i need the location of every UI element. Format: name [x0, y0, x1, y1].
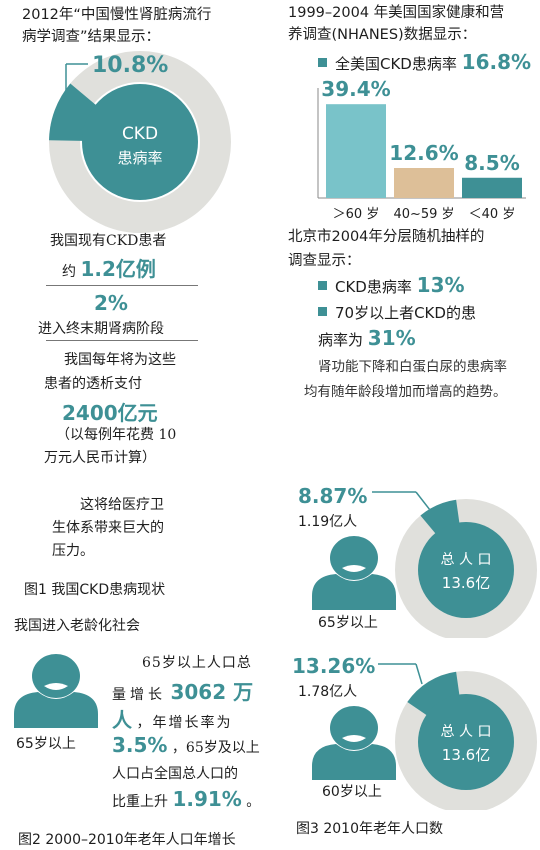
fig1-caption: 图1 我国CKD患病现状 [24, 582, 166, 598]
ckd-donut-chart: 10.8% CKD 患病率 [49, 51, 231, 233]
square-bullet-icon [318, 281, 327, 290]
square-bullet-icon [318, 58, 327, 67]
beijing-bullet1-value: 13% [416, 273, 465, 297]
population-donut-60: 总 人 口 13.6亿 [378, 663, 537, 810]
aging-line3-post: ，年增长率为 [136, 715, 233, 731]
beijing-bullet2-line1: 70岁以上者CKD的患 [335, 304, 476, 322]
donut60-total-value: 13.6亿 [442, 746, 490, 764]
cost-line1: 我国每年将为这些 [64, 352, 176, 368]
aging-line1: 65岁以上人口总 [142, 655, 252, 671]
bar-value-under-40: 8.5% [464, 151, 519, 175]
aging-line6: 比重上升 1.91% 。 [112, 787, 260, 811]
donut60-center [418, 694, 514, 790]
aging-line4-post: ，65岁及以上 [171, 740, 260, 756]
aging-line6-end: 。 [246, 794, 261, 810]
aging-growth-unit: 人 [112, 708, 132, 732]
nhanes-bullet-value: 16.8% [461, 50, 532, 74]
fig2-caption: 图2 2000–2010年老年人口年增长 [18, 832, 236, 848]
donut-center-line2: 患病率 [117, 149, 162, 167]
beijing-bullet2: 70岁以上者CKD的患 [318, 302, 476, 323]
cost-value: 2400亿元 [62, 401, 158, 425]
person-icon [312, 706, 396, 780]
bar-value-40-59: 12.6% [389, 141, 458, 165]
nhanes-bullet: 全美国CKD患病率 16.8% [318, 50, 531, 74]
fig3-label-65: 65岁以上 [318, 615, 378, 631]
patients-prefix: 约 [62, 264, 76, 280]
beijing-note-line2: 均有随年龄段增加而增高的趋势。 [304, 384, 507, 400]
beijing-bullet2-cont: 病率为 31% [318, 326, 416, 350]
aging-line2: 量增长 3062 万 [112, 676, 253, 705]
beijing-heading: 北京市2004年分层随机抽样的 调查显示： [288, 225, 538, 273]
cost-line2: 患者的透析支付 [44, 376, 142, 392]
beijing-bullet2-pre: 病率为 [318, 331, 364, 349]
aging-rate-value: 3.5% [112, 733, 168, 757]
person-icon [312, 536, 396, 610]
beijing-bullet2-value: 31% [367, 326, 416, 350]
fig3-pct-60: 13.26% [292, 654, 376, 678]
population-donut-65: 总 人 口 13.6亿 [372, 491, 537, 638]
aging-heading: 我国进入老龄化社会 [14, 618, 140, 634]
nhanes-heading: 1999–2004 年美国国家健康和营 养调查(NHANES)数据显示： [288, 2, 538, 46]
bar-over-60 [326, 104, 386, 198]
aging-line5: 人口占全国总人口的 [112, 766, 238, 782]
cost-note2: 万元人民币计算） [44, 450, 156, 466]
nhanes-bullet-text: 全美国CKD患病率 [335, 55, 457, 73]
fig1-heading: 2012年“中国慢性肾脏病流行 病学调查”结果显示： [22, 4, 272, 48]
bar-category-over-60: ＞60 岁 [333, 207, 380, 222]
donut65-total-value: 13.6亿 [442, 574, 490, 592]
patients-line2: 约 1.2亿例 [62, 253, 156, 282]
age-bar-chart: 39.4% 12.6% 8.5% ＞60 岁 40~59 岁 ＜40 岁 [317, 78, 526, 222]
nhanes-heading-line2: 养调查(NHANES)数据显示： [288, 27, 477, 43]
beijing-bullet1: CKD患病率 13% [318, 273, 465, 297]
bar-value-over-60: 39.4% [321, 78, 390, 101]
fig1-heading-line1: 2012年“中国慢性肾脏病流行 [22, 7, 212, 23]
fig3-count-65: 1.19亿人 [298, 514, 358, 530]
esrd-text: 进入终末期肾病阶段 [38, 321, 164, 337]
donut-center [82, 84, 198, 200]
bar-40-59 [394, 168, 454, 198]
beijing-bullet1-text: CKD患病率 [335, 278, 412, 296]
donut65-total-label: 总 人 口 [441, 552, 492, 568]
patients-line1: 我国现有CKD患者 [50, 233, 167, 249]
burden-line2: 生体系带来巨大的 [52, 520, 164, 536]
fig3-label-60: 60岁以上 [322, 784, 382, 800]
aging-line2-pre: 量增长 [112, 687, 166, 703]
donut-center-line1: CKD [122, 124, 158, 144]
fig3-count-60: 1.78亿人 [298, 684, 358, 700]
beijing-heading-line2: 调查显示： [288, 253, 361, 269]
donut65-center [418, 522, 514, 618]
patients-value: 1.2亿例 [80, 257, 156, 281]
fig3-caption: 图3 2010年老年人口数 [296, 821, 443, 837]
beijing-note-line1: 肾功能下降和白蛋白尿的患病率 [318, 359, 507, 375]
esrd-value: 2% [94, 291, 128, 315]
divider-1 [46, 285, 198, 286]
aging-line6-pre: 比重上升 [112, 794, 168, 810]
aging-line4: 3.5% ，65岁及以上 [112, 733, 260, 757]
donut60-leader [415, 663, 423, 685]
beijing-heading-line1: 北京市2004年分层随机抽样的 [288, 229, 485, 245]
bar-category-under-40: ＜40 岁 [469, 207, 516, 222]
person-icon [14, 654, 98, 728]
bar-category-40-59: 40~59 岁 [393, 207, 454, 222]
divider-2 [46, 340, 198, 341]
bar-under-40 [462, 177, 522, 198]
aging-share-value: 1.91% [172, 787, 242, 811]
square-bullet-icon [318, 307, 327, 316]
burden-line3: 压力。 [52, 543, 94, 559]
aging-growth-value: 3062 万 [170, 680, 254, 704]
burden-line1: 这将给医疗卫 [80, 497, 164, 513]
fig3-pct-65: 8.87% [298, 484, 368, 508]
aging-person-label: 65岁以上 [16, 736, 76, 752]
aging-line3: 人 ，年增长率为 [112, 704, 232, 733]
donut65-leader [415, 491, 431, 511]
nhanes-heading-line1: 1999–2004 年美国国家健康和营 [288, 5, 505, 21]
donut60-total-label: 总 人 口 [441, 724, 492, 740]
fig1-heading-line2: 病学调查”结果显示： [22, 29, 161, 45]
donut-percent-label: 10.8% [92, 53, 168, 78]
cost-note1: （以每例年花费 10 [56, 427, 177, 443]
